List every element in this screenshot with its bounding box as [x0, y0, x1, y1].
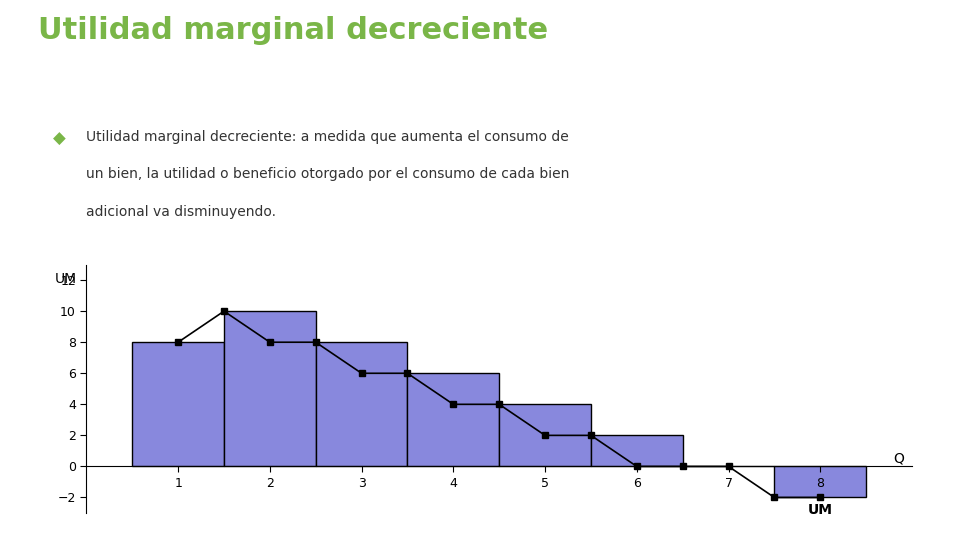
- Text: un bien, la utilidad o beneficio otorgado por el consumo de cada bien: un bien, la utilidad o beneficio otorgad…: [86, 167, 570, 181]
- Bar: [591, 435, 683, 467]
- Text: adicional va disminuyendo.: adicional va disminuyendo.: [86, 205, 276, 219]
- Bar: [132, 342, 224, 467]
- Bar: [775, 467, 866, 497]
- Text: UM: UM: [807, 503, 832, 517]
- Text: Utilidad marginal decreciente: Utilidad marginal decreciente: [38, 16, 548, 45]
- Bar: [499, 404, 591, 467]
- Text: ◆: ◆: [53, 130, 65, 147]
- Bar: [407, 373, 499, 467]
- Text: UM: UM: [55, 272, 77, 286]
- Text: Utilidad marginal decreciente: a medida que aumenta el consumo de: Utilidad marginal decreciente: a medida …: [86, 130, 569, 144]
- Text: Q: Q: [893, 451, 903, 465]
- Bar: [224, 311, 316, 467]
- Bar: [316, 342, 407, 467]
